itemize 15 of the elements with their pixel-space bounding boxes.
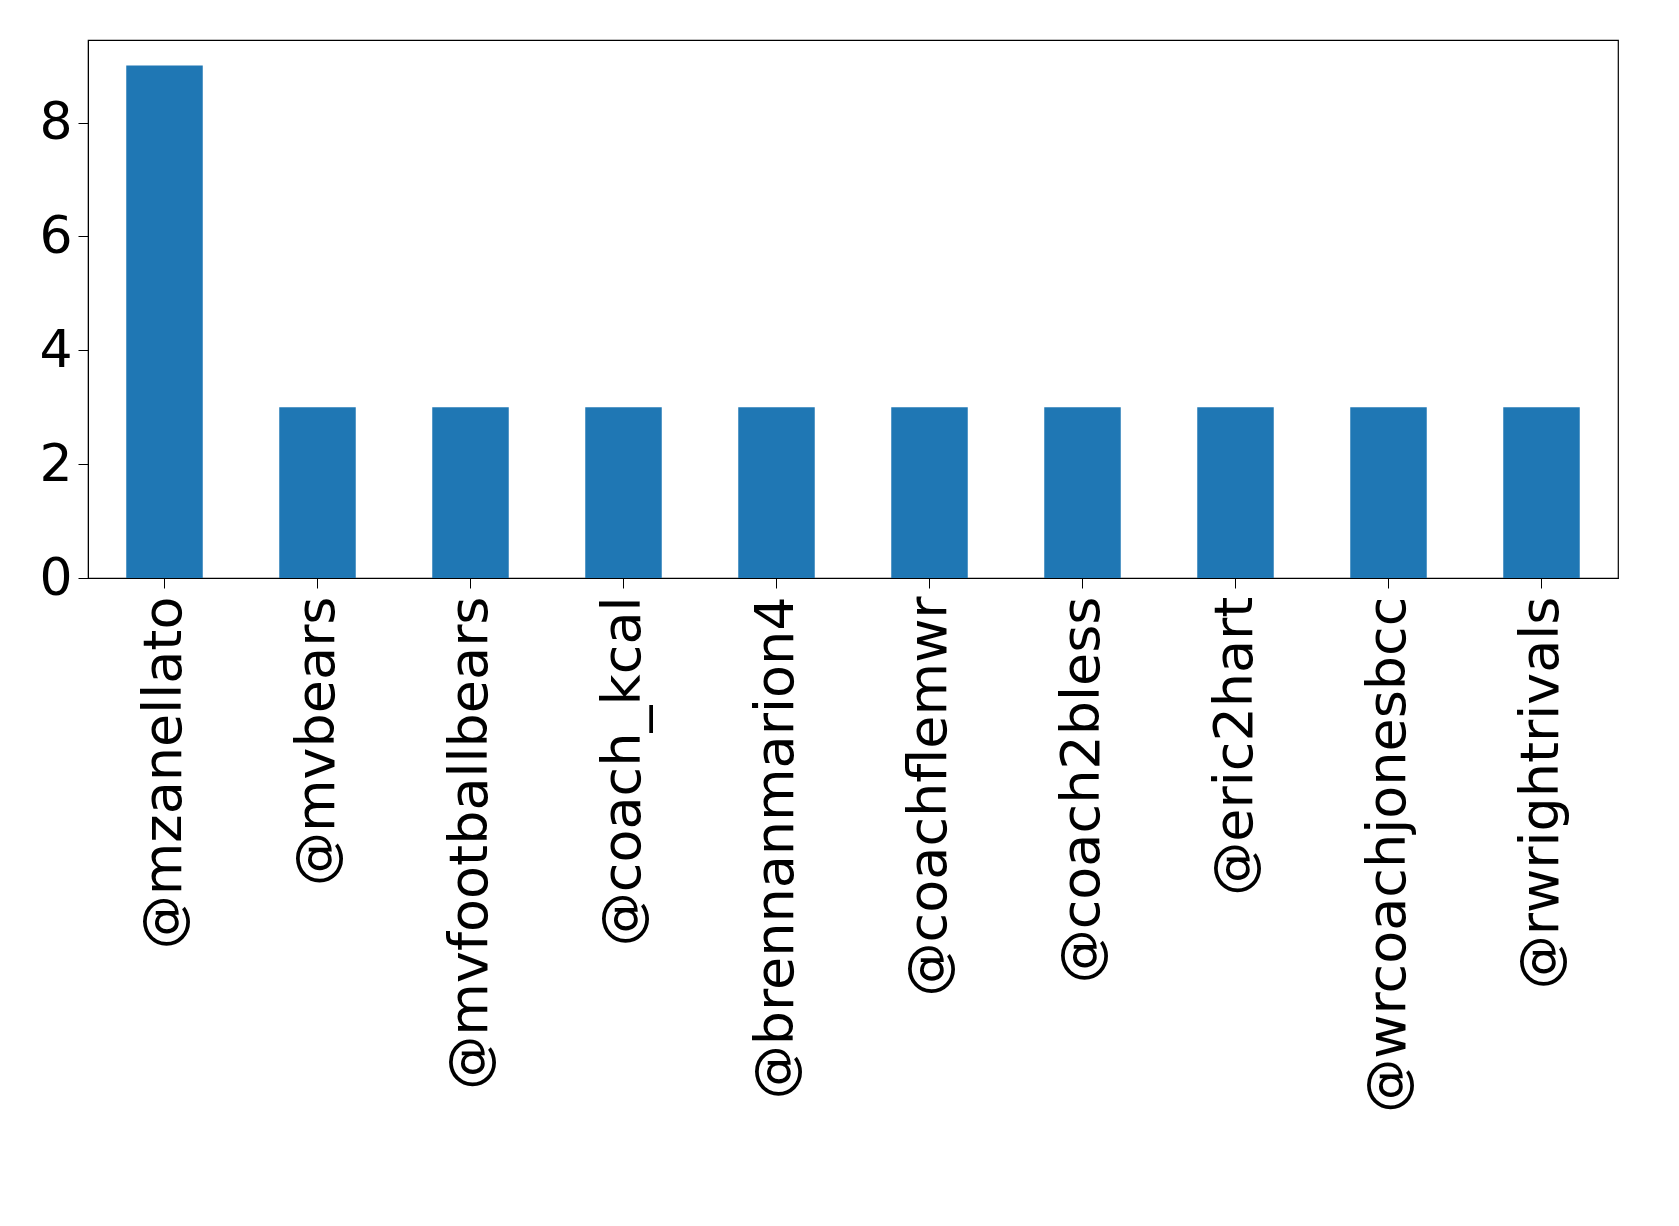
y-tick-label: 4	[39, 318, 73, 379]
x-tick-label: @wrcoachjonesbcc	[1354, 596, 1418, 1113]
x-tick-label: @rwrightrivals	[1507, 596, 1571, 990]
x-tick-label: @coach2bless	[1048, 596, 1112, 984]
x-tick-label: @coachflemwr	[895, 595, 959, 997]
y-tick-label: 2	[39, 432, 73, 493]
y-tick-label: 6	[39, 204, 73, 265]
x-tick-label: @mvbears	[283, 596, 347, 886]
x-tick-label: @eric2hart	[1201, 596, 1265, 896]
x-tick-label: @coach_kcal	[589, 596, 653, 947]
x-tick-label: @mvfootballbears	[436, 596, 500, 1090]
x-tick-label: @mzanellato	[130, 596, 194, 950]
y-tick-label: 0	[39, 546, 73, 607]
y-tick-label: 8	[39, 91, 73, 152]
x-tick-label: @brennanmarion4	[742, 596, 806, 1100]
